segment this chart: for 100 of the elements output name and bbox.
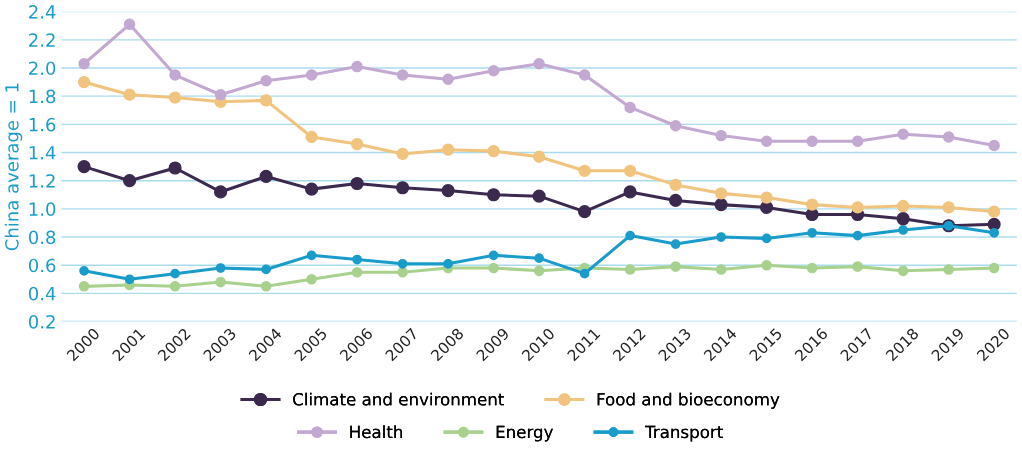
point: [623, 164, 637, 177]
point: [305, 69, 318, 81]
point: [215, 263, 226, 273]
y-tick-label: 2.0: [29, 61, 56, 76]
point: [351, 60, 363, 73]
y-axis-title: China average = 1: [4, 83, 23, 251]
point: [942, 131, 955, 143]
point: [988, 262, 1000, 274]
point: [396, 69, 409, 81]
point: [852, 261, 863, 272]
point: [124, 274, 135, 285]
point: [395, 181, 410, 195]
point: [988, 139, 1000, 152]
point: [669, 193, 683, 207]
point: [897, 128, 909, 140]
point: [761, 259, 772, 271]
point: [533, 58, 545, 70]
point: [170, 268, 180, 279]
point: [760, 200, 774, 215]
y-tick-label: 1.4: [29, 146, 56, 160]
point: [169, 281, 181, 292]
point: [442, 73, 454, 85]
y-tick-label: 2.4: [29, 5, 56, 19]
point: [897, 265, 909, 277]
point: [441, 143, 455, 156]
point: [213, 185, 228, 199]
point: [487, 188, 501, 202]
point: [669, 178, 682, 192]
point: [79, 265, 89, 276]
point: [989, 227, 1000, 238]
point: [168, 161, 182, 175]
point: [578, 164, 591, 177]
point: [851, 135, 864, 147]
point: [259, 169, 273, 184]
point: [260, 281, 272, 292]
y-tick-label: 1.6: [29, 117, 56, 132]
point: [987, 205, 1001, 218]
point: [306, 250, 317, 261]
point: [78, 281, 90, 292]
point: [261, 264, 271, 275]
point: [624, 264, 636, 275]
point: [715, 129, 727, 142]
point: [532, 189, 546, 203]
point: [943, 264, 954, 275]
point: [397, 258, 408, 269]
point: [169, 69, 181, 81]
point: [579, 268, 590, 279]
point: [896, 212, 910, 226]
point: [214, 89, 227, 101]
point: [807, 227, 817, 238]
point: [441, 183, 455, 198]
point: [77, 75, 91, 89]
y-tick-label: 0.4: [28, 286, 56, 301]
point: [714, 198, 728, 212]
point: [714, 187, 728, 200]
point: [896, 199, 910, 213]
point: [123, 18, 136, 31]
legend-label: Climate and environment: [293, 392, 504, 406]
point: [396, 147, 409, 161]
point: [761, 233, 772, 244]
point: [942, 201, 955, 214]
point: [898, 225, 908, 235]
point: [624, 101, 636, 114]
point: [350, 137, 364, 151]
point: [806, 262, 818, 274]
point: [351, 266, 363, 278]
point: [488, 262, 499, 274]
legend-label: Energy: [496, 425, 553, 442]
y-tick-label: 0.8: [28, 230, 56, 245]
point: [669, 120, 682, 132]
point: [625, 230, 635, 241]
point: [123, 88, 136, 101]
point: [215, 276, 226, 288]
point: [352, 254, 362, 265]
y-tick-label: 1.0: [29, 202, 56, 216]
point: [716, 232, 726, 242]
point: [760, 191, 773, 204]
point: [168, 91, 182, 104]
point: [670, 239, 681, 249]
point: [350, 176, 364, 191]
point: [122, 174, 137, 188]
y-tick-label: 0.6: [28, 258, 56, 273]
point: [760, 135, 773, 147]
y-tick-label: 0.2: [28, 315, 55, 329]
point: [77, 159, 91, 174]
point: [533, 265, 545, 277]
point: [305, 130, 318, 144]
point: [806, 135, 818, 147]
point: [78, 58, 90, 70]
point: [578, 69, 591, 81]
point: [670, 261, 681, 272]
point: [259, 94, 273, 107]
point: [534, 253, 544, 264]
point: [851, 201, 864, 214]
legend-label: Transport: [645, 425, 723, 442]
point: [578, 205, 592, 219]
point: [306, 273, 317, 285]
point: [487, 144, 500, 158]
point: [623, 185, 637, 199]
legend-label: Food and bioeconomy: [597, 392, 780, 409]
